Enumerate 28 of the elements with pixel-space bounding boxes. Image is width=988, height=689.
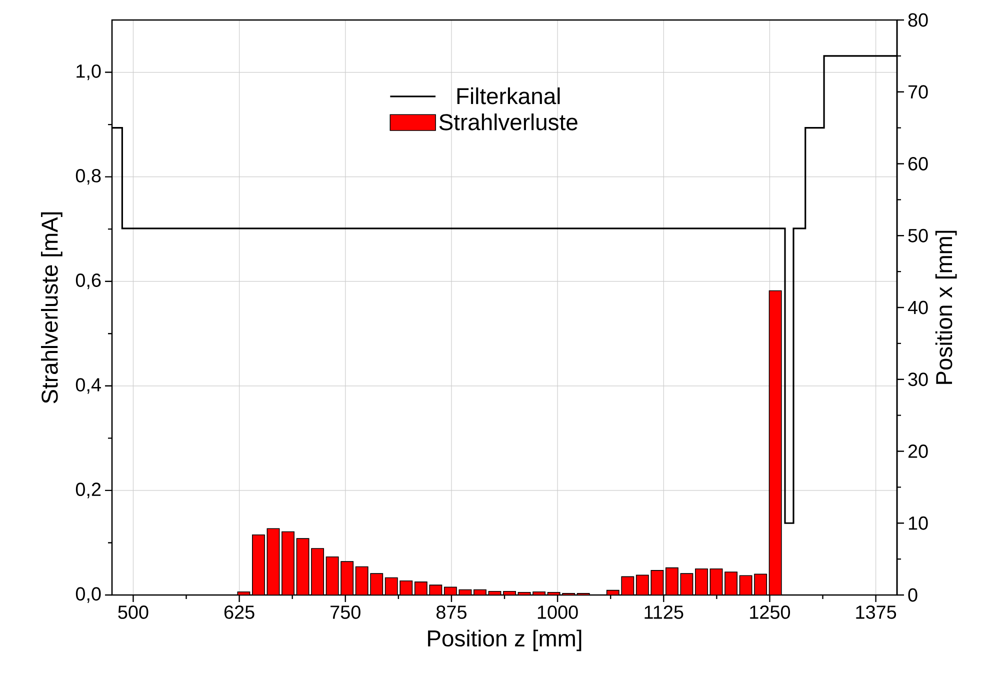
y2-tick-label: 70	[908, 85, 928, 99]
y2-tick-label: 80	[908, 13, 928, 27]
x-tick-label: 625	[224, 605, 254, 619]
y-tick-label: 0,4	[76, 378, 101, 394]
x-tick-label: 875	[436, 605, 466, 619]
y2-tick-label: 50	[908, 228, 928, 242]
x-tick-label: 1250	[750, 605, 790, 619]
y-tick-label: 0,0	[76, 587, 101, 603]
y-axis-title: Strahlverluste [mA]	[41, 212, 62, 404]
legend-label: Strahlverluste	[439, 114, 578, 130]
x-tick-label: 1125	[644, 605, 684, 619]
x-axis-title: Position z [mm]	[428, 630, 582, 652]
y2-tick-label: 30	[908, 372, 928, 386]
y2-tick-label: 60	[908, 157, 928, 170]
y-tick-label: 0,6	[76, 274, 101, 290]
y2-tick-label: 20	[908, 444, 928, 458]
x-tick-label: 1375	[856, 605, 896, 619]
y2-tick-label: 0	[908, 588, 918, 602]
y2-axis-title: Position x [mm]	[935, 230, 957, 384]
x-tick-label: 750	[330, 605, 360, 619]
legend-label: Filterkanal	[457, 87, 560, 104]
y-tick-label: 0,2	[76, 482, 101, 498]
x-tick-label: 500	[118, 605, 148, 619]
y2-tick-label: 10	[908, 516, 928, 530]
y-tick-label: 1,0	[76, 64, 101, 80]
x-tick-label: 1000	[538, 605, 578, 619]
y2-tick-label: 40	[908, 300, 928, 314]
y-tick-label: 0,8	[76, 168, 101, 185]
